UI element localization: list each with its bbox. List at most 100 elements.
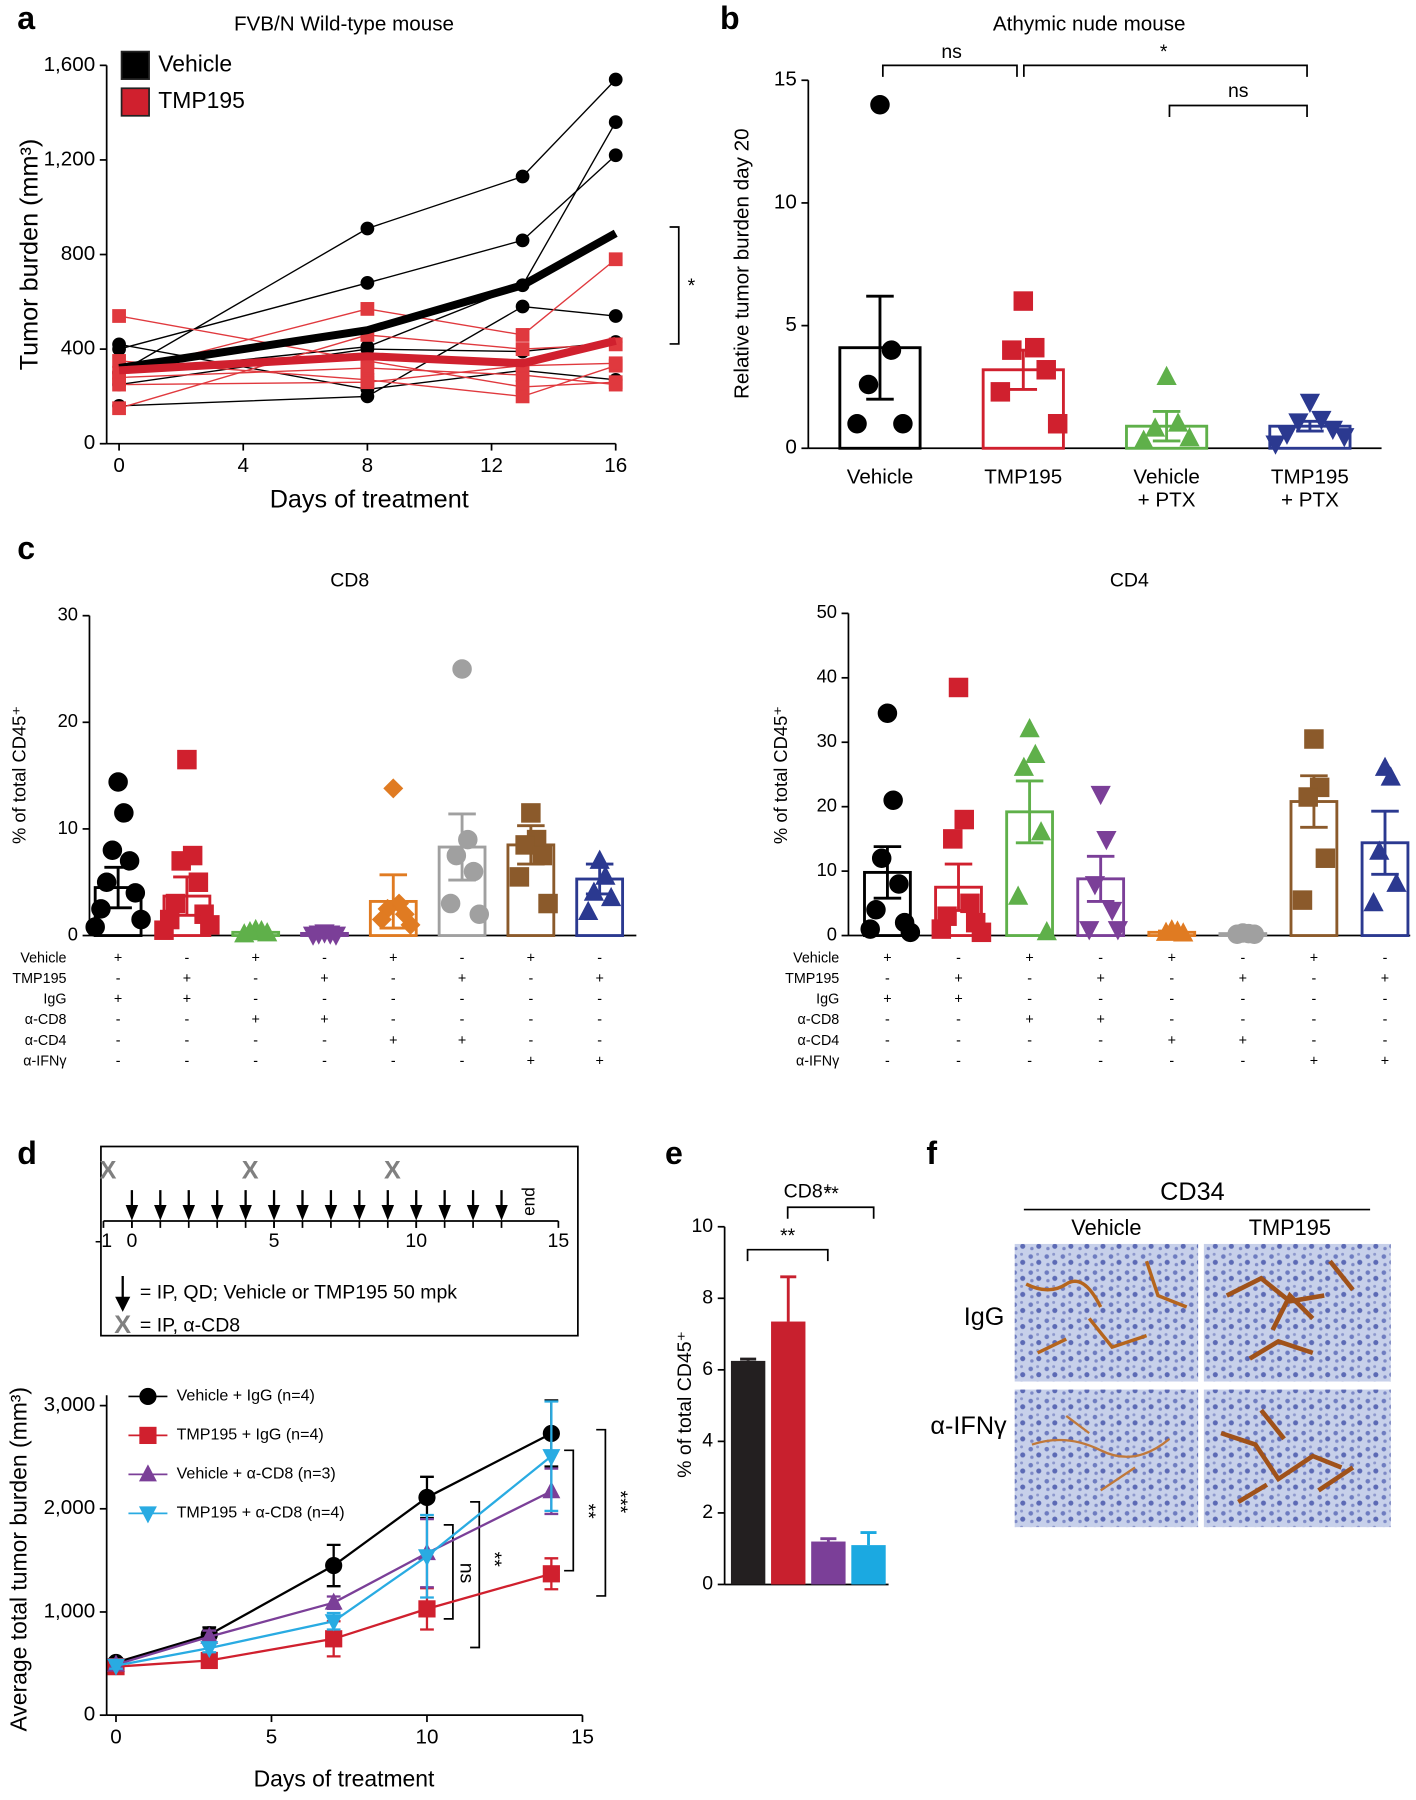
condition-label: TMP195 (12, 971, 66, 987)
dose-arrow (495, 1190, 508, 1221)
condition-mark: - (1098, 1033, 1103, 1049)
data-point (847, 414, 867, 434)
data-point (418, 1488, 436, 1507)
data-point (324, 1614, 343, 1632)
data-point (96, 872, 117, 892)
series-line (118, 336, 617, 375)
condition-mark: + (1239, 1033, 1247, 1049)
significance-label: * (688, 275, 696, 297)
data-point (515, 169, 530, 184)
y-tick-label: 2 (702, 1501, 713, 1523)
y-axis-label: Average total tumor burden (mm³) (6, 1387, 32, 1732)
condition-label: α-IFNγ (796, 1053, 840, 1069)
data-point (107, 1658, 125, 1676)
data-point (1025, 337, 1045, 358)
condition-mark: - (956, 1012, 961, 1028)
data-point (1288, 413, 1309, 433)
data-point (1369, 840, 1390, 860)
data-point (608, 356, 623, 371)
bar (811, 1541, 846, 1585)
condition-label: IgG (43, 992, 66, 1008)
condition-mark: + (1239, 971, 1247, 987)
y-axis-label: Tumor burden (mm³) (16, 139, 44, 371)
condition-mark: + (183, 992, 191, 1008)
y-tick-label: 0 (785, 436, 796, 459)
condition-mark: - (391, 992, 396, 1008)
data-point (440, 893, 461, 914)
data-point (608, 252, 623, 267)
data-point (870, 95, 890, 115)
condition-mark: - (185, 950, 190, 966)
condition-mark: + (458, 1033, 466, 1049)
condition-mark: + (1168, 1033, 1176, 1049)
data-point (458, 829, 478, 850)
data-point (1167, 412, 1189, 432)
data-point (883, 790, 903, 810)
data-point (608, 377, 623, 392)
condition-mark: - (253, 971, 258, 987)
condition-mark: + (1096, 971, 1104, 987)
condition-mark: - (460, 1012, 465, 1028)
data-point (325, 1630, 343, 1648)
condition-mark: + (1381, 971, 1389, 987)
condition-mark: - (528, 1012, 533, 1028)
data-point (1008, 885, 1029, 905)
series-line (119, 367, 616, 386)
data-point (1084, 876, 1106, 896)
data-point (1227, 924, 1247, 944)
data-point (418, 1600, 436, 1618)
error-bar (860, 1531, 877, 1546)
condition-mark: + (527, 950, 535, 966)
condition-mark: - (1312, 992, 1317, 1008)
data-point (383, 778, 404, 799)
data-point (1304, 729, 1324, 749)
dose-arrow (324, 1190, 338, 1221)
condition-mark: + (389, 1033, 397, 1049)
end-label: end (518, 1187, 538, 1216)
legend-text: = IP, QD; Vehicle or TMP195 50 mpk (140, 1281, 457, 1303)
data-point (154, 920, 174, 940)
data-point (893, 414, 913, 434)
panel-label: e (665, 1135, 683, 1171)
data-point (325, 926, 347, 946)
data-point (325, 1556, 343, 1575)
significance-label: ** (780, 1225, 796, 1247)
condition-mark: + (458, 971, 466, 987)
data-point (1298, 787, 1318, 807)
data-point (1002, 340, 1022, 360)
condition-mark: - (597, 950, 602, 966)
ihc-image (1203, 1389, 1391, 1528)
condition-mark: - (185, 1053, 190, 1069)
x-tick-label: 10 (415, 1726, 438, 1749)
dose-arrow (409, 1190, 423, 1221)
error-bar (866, 294, 894, 401)
data-point (583, 881, 605, 901)
data-point (515, 835, 535, 855)
data-point (1315, 848, 1336, 868)
vessel (1031, 1415, 1171, 1492)
condition-mark: - (597, 1033, 602, 1049)
y-tick-label: 3,000 (44, 1393, 96, 1416)
data-point (931, 919, 952, 939)
legend-label: Vehicle + α-CD8 (n=3) (177, 1465, 336, 1483)
significance-bracket (564, 1449, 575, 1572)
x-tick-label: + PTX (1281, 488, 1339, 511)
condition-mark: + (1096, 1012, 1104, 1028)
data-point (112, 401, 126, 416)
data-point (257, 922, 278, 942)
y-tick-label: 20 (817, 795, 837, 816)
data-point (948, 677, 969, 698)
x-tick-label: Vehicle (847, 466, 914, 489)
y-tick-label: 0 (68, 923, 78, 944)
data-point (360, 361, 375, 375)
data-point (578, 900, 599, 920)
significance-label: ** (824, 1183, 840, 1205)
condition-mark: - (1098, 950, 1103, 966)
bar (730, 1360, 766, 1585)
significance-bracket (669, 226, 680, 345)
legend-label: TMP195 (158, 87, 245, 113)
condition-mark: - (885, 1053, 890, 1069)
x-tick-label: 16 (604, 454, 627, 477)
data-point (469, 904, 490, 924)
data-point (515, 389, 530, 404)
